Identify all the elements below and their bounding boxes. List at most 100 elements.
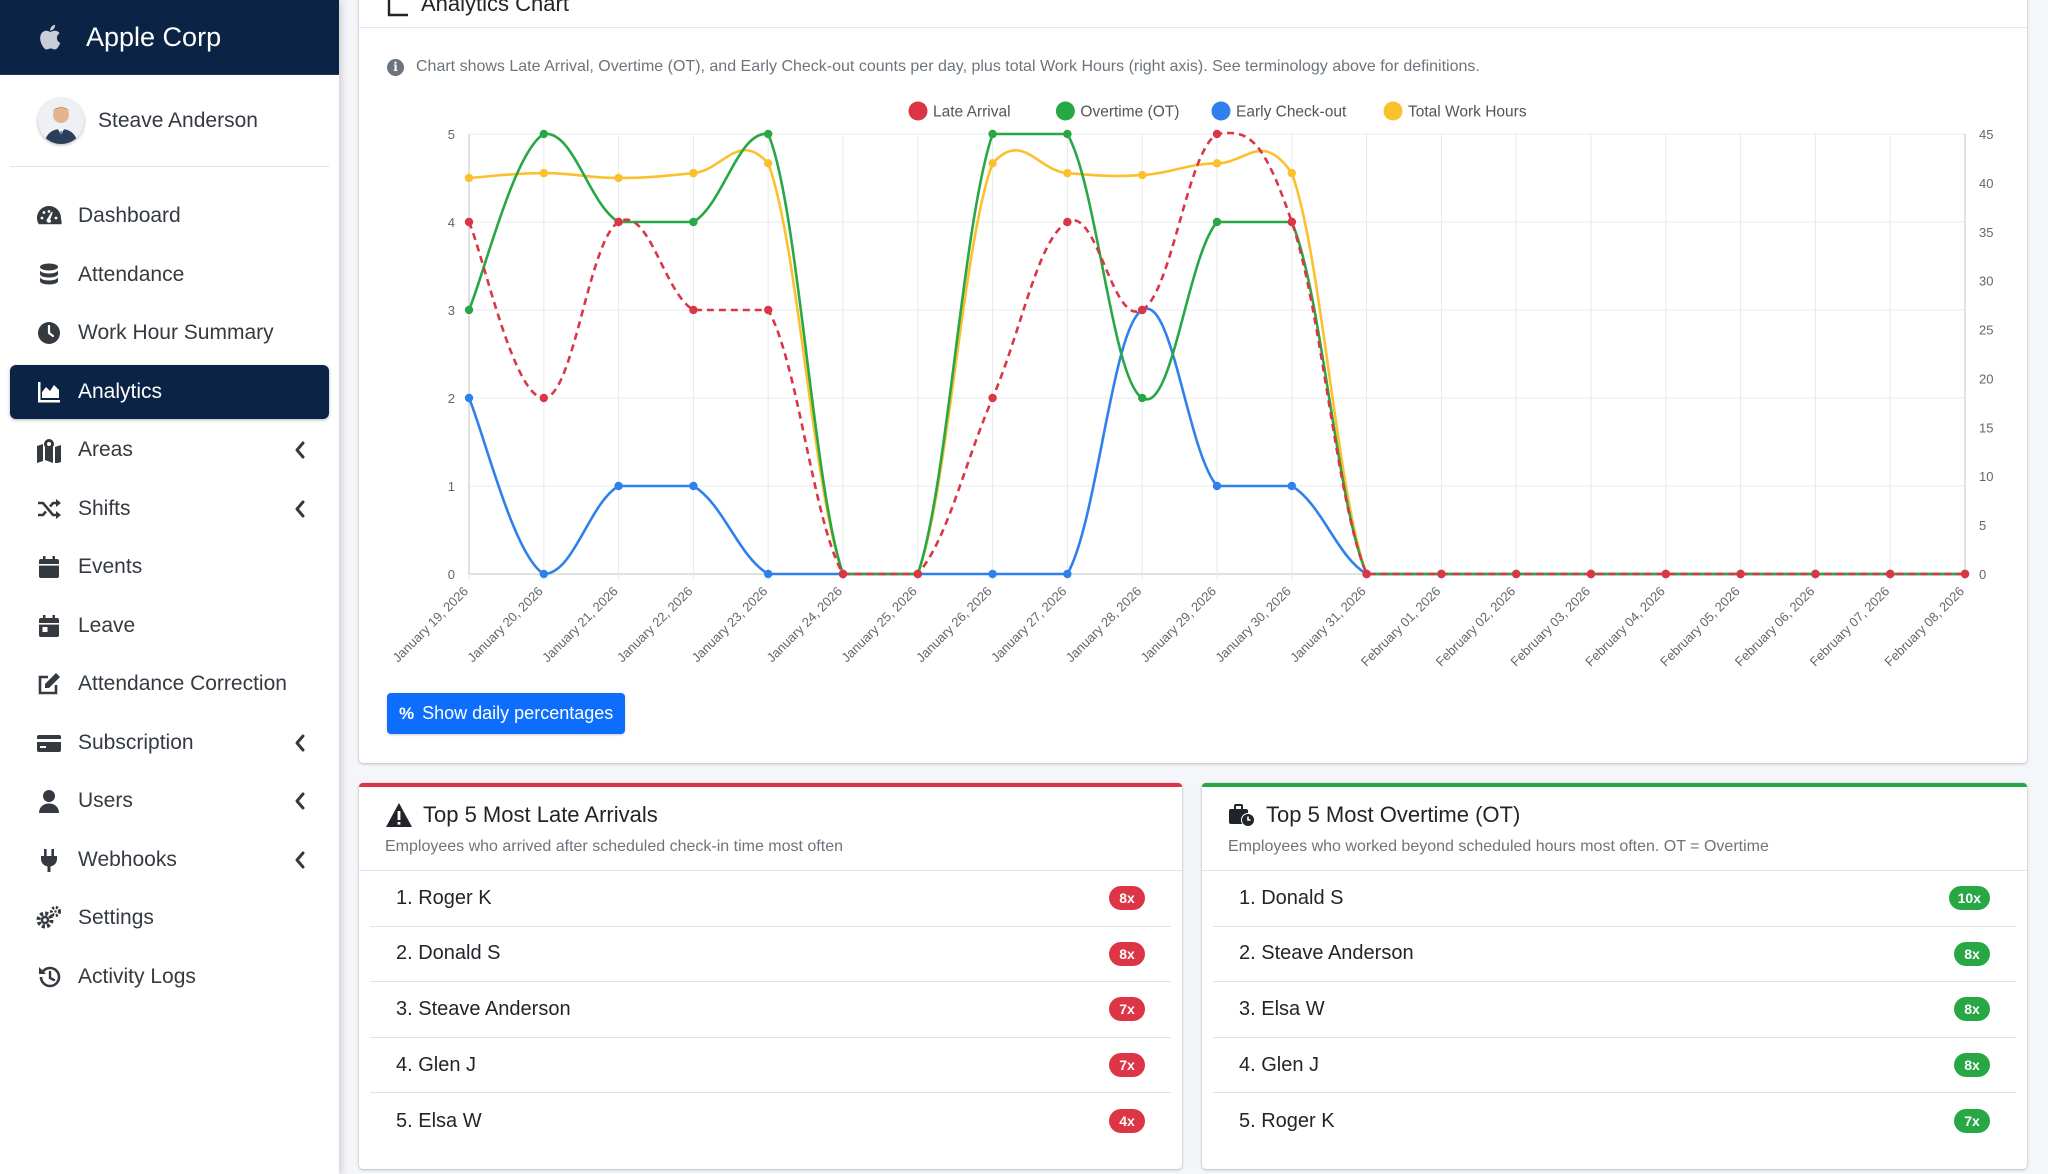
y-left-tick-label: 4 [448,215,455,230]
calendar-day-icon [36,613,62,639]
data-point [1063,569,1072,579]
sidebar-item-label: Attendance Correction [78,672,287,695]
data-point [913,569,922,579]
data-point [1287,168,1296,178]
data-point [1212,129,1222,139]
sidebar-item-dashboard[interactable]: Dashboard [10,189,329,243]
data-point [1063,217,1072,227]
x-tick-label: February 05, 2026 [1657,584,1743,670]
data-point [689,217,698,227]
sidebar-item-webhooks[interactable]: Webhooks [10,833,329,887]
avatar [38,97,84,144]
legend-label: Early Check-out [1236,104,1347,121]
chevron-left-icon[interactable] [293,850,307,870]
data-point [1212,481,1222,491]
chevron-left-icon[interactable] [293,499,307,519]
legend-swatch [1383,101,1403,121]
data-point [1287,481,1296,491]
sidebar-item-settings[interactable]: Settings [10,891,329,945]
x-tick-label: January 23, 2026 [689,584,771,666]
sidebar-item-shifts[interactable]: Shifts [10,482,329,536]
brand[interactable]: Apple Corp [0,0,339,75]
sidebar-item-work-hour-summary[interactable]: Work Hour Summary [10,306,329,360]
gauge-icon [36,203,62,229]
chart-card-header: Analytics Chart [359,0,2027,28]
x-tick-label: January 25, 2026 [838,584,920,666]
chevron-left-icon[interactable] [293,733,307,753]
chevron-left-icon[interactable] [293,440,307,460]
data-point [1661,569,1671,579]
list-item: 2. Steave Anderson 8x [1213,927,2016,983]
sidebar-item-label: Settings [78,906,154,929]
data-point [988,569,997,579]
x-tick-label: February 04, 2026 [1582,584,1668,670]
y-right-tick-label: 30 [1979,274,1993,289]
x-tick-label: January 26, 2026 [913,584,995,666]
employee-name: 2. Steave Anderson [1239,942,1414,965]
legend-label: Late Arrival [933,104,1011,121]
list-item: 1. Donald S 10x [1213,871,2016,927]
sidebar-item-subscription[interactable]: Subscription [10,716,329,770]
credit-card-icon [36,730,62,756]
data-point [539,569,548,579]
sidebar-item-activity-logs[interactable]: Activity Logs [10,950,329,1004]
top-late-arrivals-card: Top 5 Most Late Arrivals Employees who a… [359,783,1182,1169]
data-point [1063,168,1072,178]
data-point [764,305,773,315]
sidebar-item-label: Activity Logs [78,964,196,988]
data-point [1736,569,1745,579]
sidebar-item-events[interactable]: Events [10,540,329,594]
list-item: 1. Roger K 8x [370,871,1171,927]
sidebar-item-attendance-correction[interactable]: Attendance Correction [10,657,329,711]
y-right-tick-label: 45 [1979,127,1993,142]
legend-swatch [1055,101,1075,121]
sidebar-item-areas[interactable]: Areas [10,423,329,477]
analytics-chart-card: Analytics Chart i Chart shows Late Arriv… [359,0,2027,763]
sidebar-item-attendance[interactable]: Attendance [10,248,329,302]
data-point [1362,569,1371,579]
x-tick-label: January 20, 2026 [464,584,546,666]
line-chart-icon [387,0,408,17]
sidebar-item-analytics[interactable]: Analytics [10,364,329,419]
y-right-tick-label: 10 [1979,469,1993,484]
sidebar-item-label: Subscription [78,730,194,754]
count-badge: 8x [1954,941,1990,966]
sidebar-item-users[interactable]: Users [10,774,329,828]
legend-label: Total Work Hours [1408,104,1527,121]
count-badge: 8x [1109,941,1145,966]
data-point [988,393,997,403]
employee-name: 4. Glen J [396,1053,477,1076]
top-overtime-card: Top 5 Most Overtime (OT) Employees who w… [1202,783,2027,1169]
user-panel[interactable]: Steave Anderson [10,75,329,167]
ot-card-title: Top 5 Most Overtime (OT) [1266,802,1521,827]
sidebar-item-leave[interactable]: Leave [10,599,329,653]
data-point [539,393,548,403]
data-point [689,481,698,491]
y-right-tick-label: 35 [1979,225,1993,240]
employee-name: 1. Donald S [1239,886,1344,909]
data-point [464,173,474,183]
sidebar-item-label: Webhooks [78,847,177,871]
y-right-tick-label: 0 [1979,567,1986,582]
show-daily-percentages-button[interactable]: % Show daily percentages [387,693,626,734]
employee-name: 5. Elsa W [396,1109,482,1132]
y-right-tick-label: 25 [1979,323,1993,338]
user-icon [36,788,62,814]
count-badge: 10x [1948,886,1990,911]
clock-icon [36,320,62,346]
late-list: 1. Roger K 8x 2. Donald S 8x 3. Steave Ander… [359,871,1182,1149]
chart-note-text: Chart shows Late Arrival, Overtime (OT),… [416,58,1480,75]
sidebar-item-label: Users [78,789,133,812]
data-point [1138,305,1147,315]
chevron-left-icon[interactable] [293,791,307,811]
user-name: Steave Anderson [98,108,258,132]
late-card-title: Top 5 Most Late Arrivals [423,802,658,827]
edit-icon [36,671,62,697]
x-tick-label: January 21, 2026 [539,584,621,666]
count-badge: 7x [1954,1109,1990,1134]
sidebar-item-label: Analytics [78,379,163,403]
legend-swatch [908,101,928,121]
data-point [539,168,548,178]
database-icon [36,262,62,288]
